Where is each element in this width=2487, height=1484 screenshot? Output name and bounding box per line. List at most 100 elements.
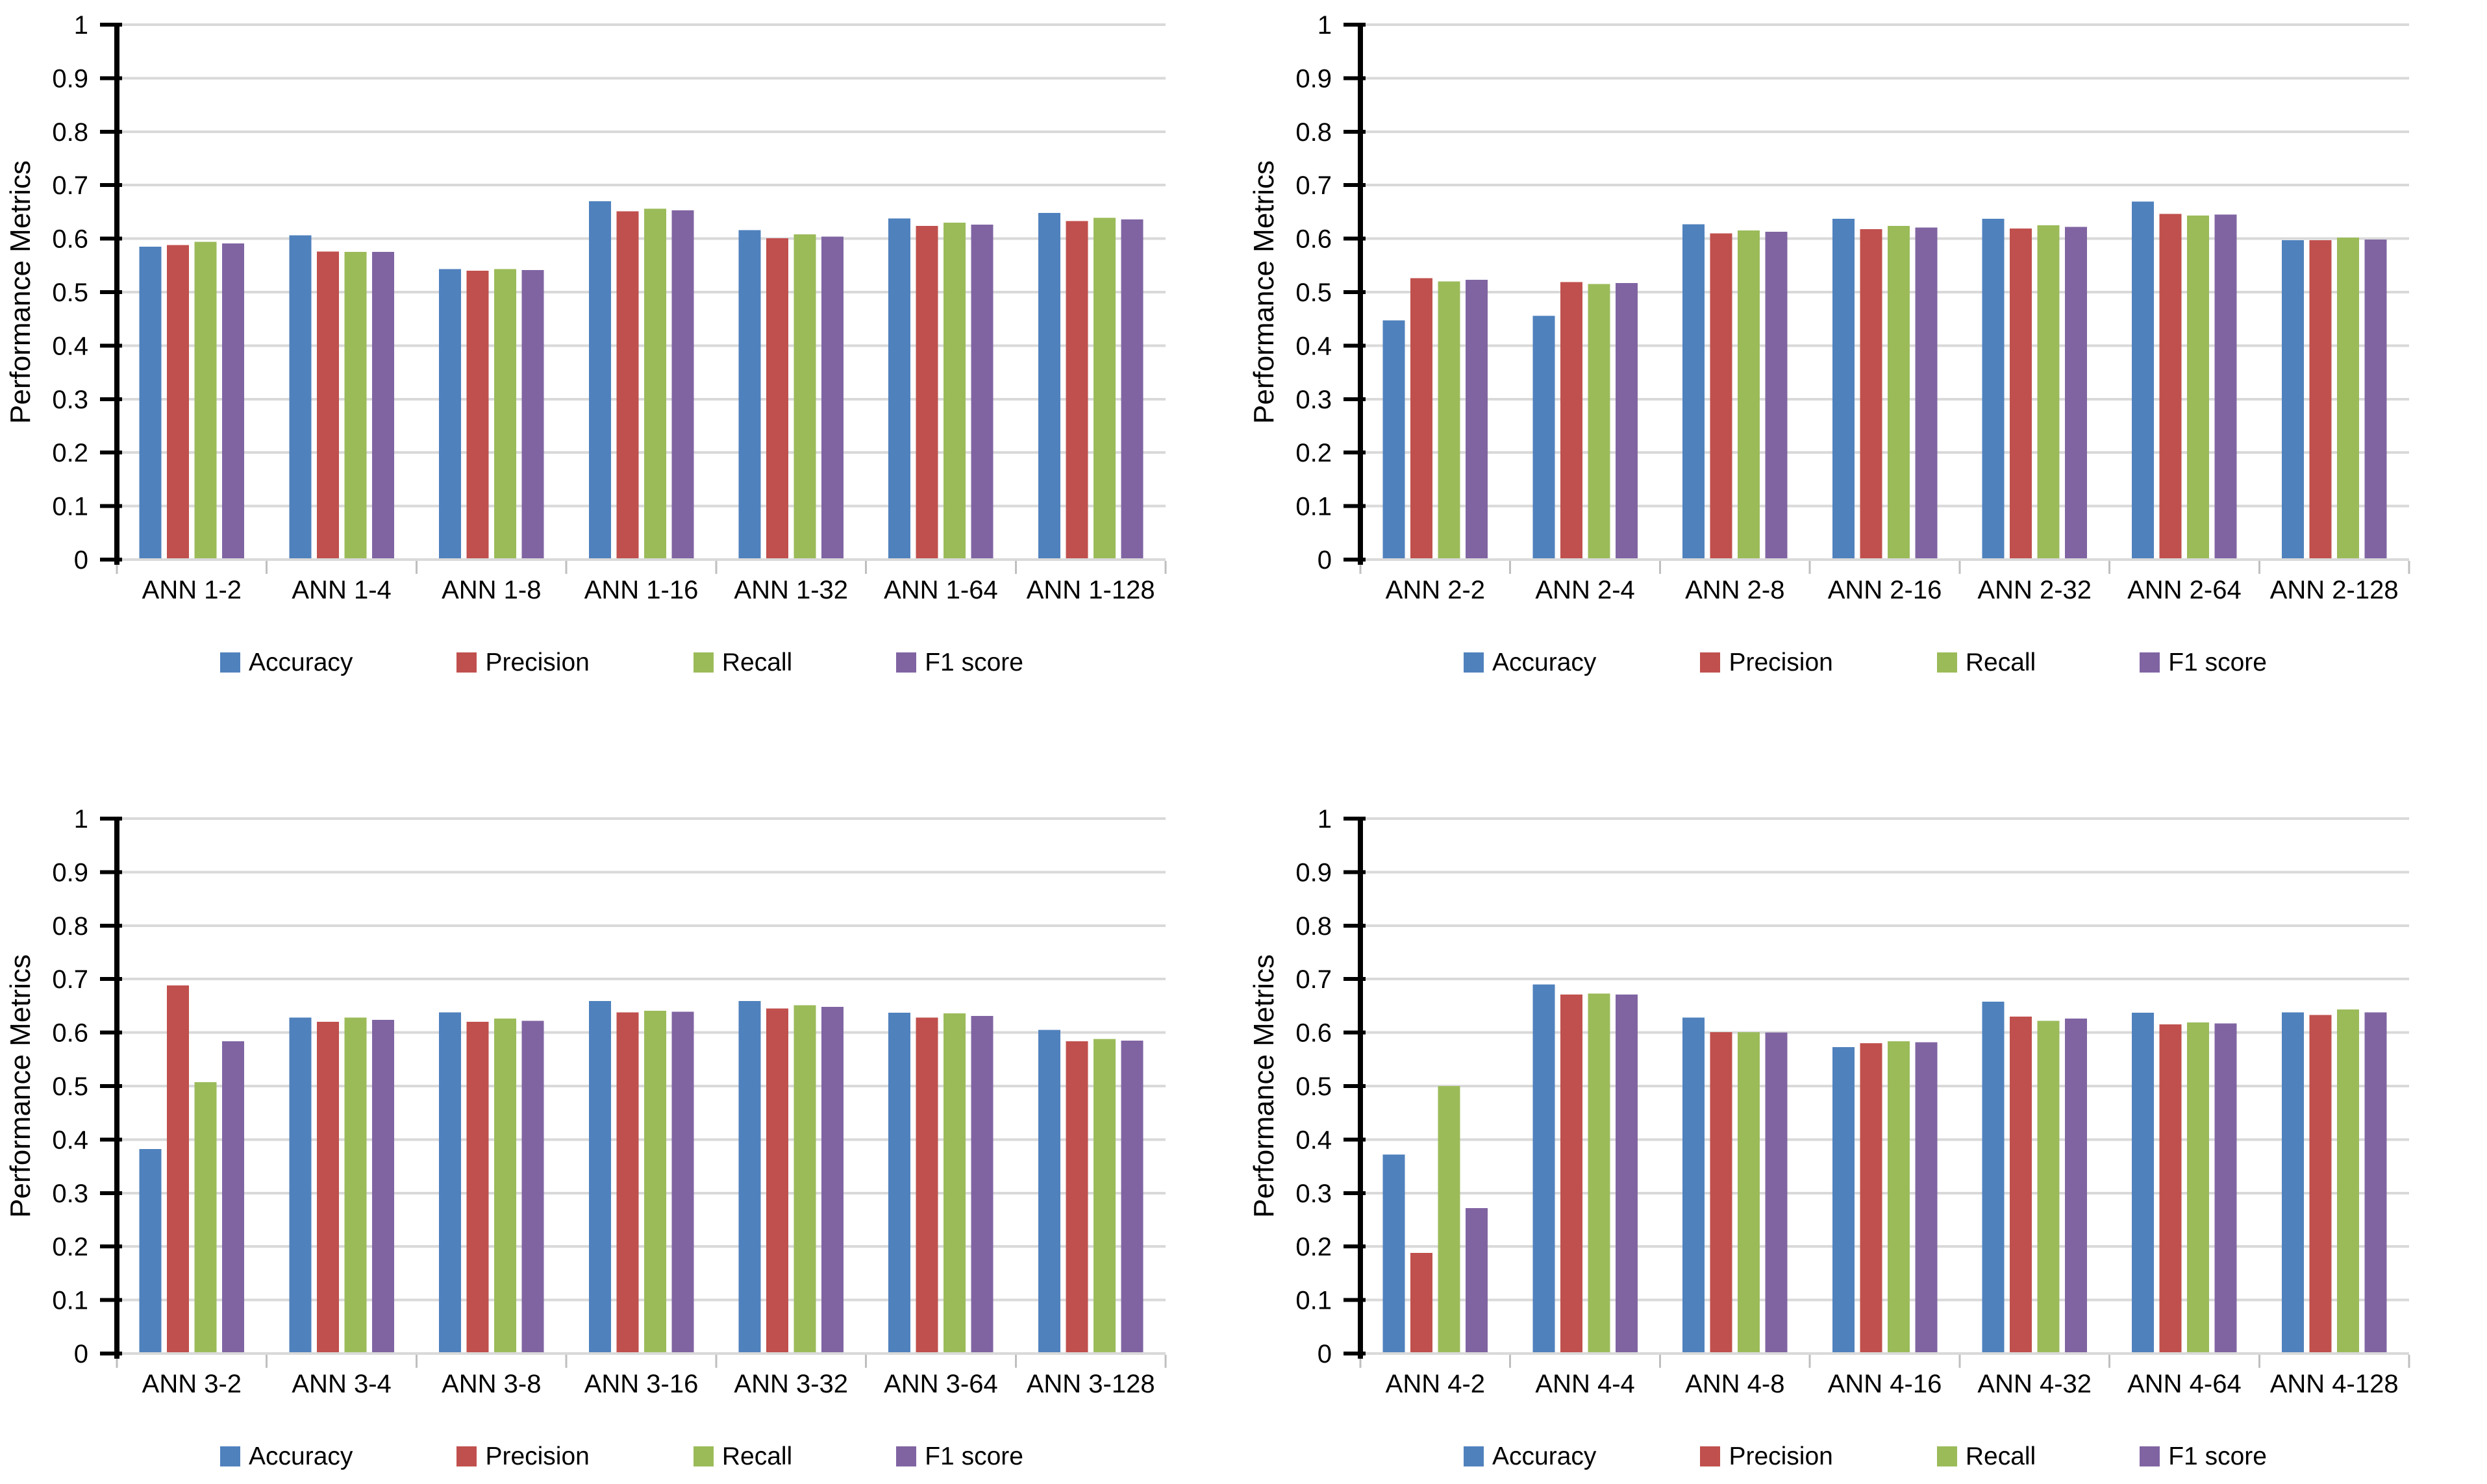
- bar-f1-score: [1466, 1207, 1488, 1354]
- legend-f1-score-label: F1 score: [2168, 1442, 2267, 1470]
- bar-accuracy: [2132, 201, 2155, 560]
- x-category-label: ANN 3-8: [442, 1370, 541, 1398]
- bar-precision: [916, 225, 938, 560]
- x-category-label: ANN 1-2: [142, 576, 242, 604]
- legend-recall-label: Recall: [721, 648, 793, 676]
- bar-accuracy: [888, 218, 911, 560]
- y-axis-title: Performance Metrics: [5, 954, 36, 1218]
- legend-recall-label: Recall: [721, 1442, 793, 1470]
- bar-recall: [794, 1005, 816, 1354]
- legend-precision-label: Precision: [1729, 1442, 1833, 1470]
- chart-panel-ann4: 1 0.9 0.8 0.7 0.6 0.5 0.4 0.3 0.2 0.1 0 ANN 4-2 ANN …: [1244, 742, 2487, 1484]
- y-tick-label: 0.6: [1295, 225, 1332, 254]
- legend-recall-swatch: [1936, 652, 1957, 673]
- y-tick-label: 0.5: [1295, 1072, 1332, 1101]
- x-category-label: ANN 1-64: [884, 576, 998, 604]
- bar-precision: [1560, 995, 1582, 1354]
- x-category-label: ANN 2-64: [2127, 576, 2242, 604]
- legend-item-recall: Recall: [1936, 648, 2036, 676]
- legend-recall-label: Recall: [1965, 648, 2036, 676]
- x-category-label: ANN 3-16: [584, 1370, 699, 1398]
- bar-f1-score: [521, 270, 544, 560]
- bar-f1-score: [1121, 219, 1144, 560]
- bar-f1-score: [1615, 995, 1638, 1354]
- y-tick-label: 0: [74, 546, 88, 575]
- legend-f1-score-label: F1 score: [2168, 648, 2267, 676]
- x-category-label: ANN 4-16: [1828, 1370, 1942, 1398]
- bar-accuracy: [439, 1012, 461, 1354]
- y-tick-label: 0.1: [52, 1287, 88, 1315]
- y-tick-label: 0.2: [52, 439, 88, 467]
- bar-f1-score: [2364, 1012, 2387, 1354]
- bar-accuracy: [1832, 219, 1855, 560]
- y-tick-label: 0: [1318, 1340, 1332, 1368]
- legend-item-precision: Precision: [456, 1444, 590, 1469]
- y-tick-label: 0.6: [1295, 1019, 1332, 1048]
- y-tick-label: 0.9: [1295, 858, 1332, 887]
- bar-accuracy: [139, 247, 162, 560]
- y-tick-label: 0.7: [1295, 965, 1332, 994]
- y-tick-label: 0.6: [52, 1019, 88, 1048]
- bar-precision: [2159, 214, 2182, 560]
- y-axis-title: Performance Metrics: [5, 160, 36, 424]
- legend-item-recall: Recall: [693, 648, 793, 676]
- bar-precision: [616, 211, 639, 560]
- bar-recall: [644, 208, 666, 560]
- bar-recall: [1588, 284, 1610, 560]
- x-category-label: ANN 2-4: [1535, 576, 1634, 604]
- bar-recall: [344, 1017, 367, 1354]
- y-tick-label: 1: [1318, 11, 1332, 40]
- y-tick-label: 1: [74, 11, 88, 40]
- x-category-label: ANN 4-32: [1977, 1370, 2092, 1398]
- legend-f1-score-label: F1 score: [925, 648, 1023, 676]
- bar-chart-ann1: 1 0.9 0.8 0.7 0.6 0.5 0.4 0.3 0.2 0.1 0 ANN 1-2 ANN …: [5, 11, 1167, 604]
- bar-f1-score: [521, 1020, 544, 1354]
- y-tick-label: 0.2: [1295, 439, 1332, 467]
- bar-recall: [1438, 1086, 1460, 1354]
- x-category-label: ANN 1-16: [584, 576, 699, 604]
- legend-recall-swatch: [693, 652, 714, 673]
- y-tick-label: 0.2: [52, 1233, 88, 1261]
- bar-recall: [1738, 1032, 1760, 1354]
- bar-recall: [344, 252, 367, 560]
- legend-recall-label: Recall: [1965, 1442, 2036, 1470]
- bar-precision: [1066, 1041, 1088, 1354]
- bar-recall: [1738, 230, 1760, 560]
- y-tick-label: 0.4: [1295, 332, 1332, 360]
- legend-item-precision: Precision: [1700, 650, 1833, 675]
- x-category-label: ANN 2-16: [1828, 576, 1942, 604]
- bar-f1-score: [2065, 227, 2087, 560]
- x-category-label: ANN 1-128: [1027, 576, 1155, 604]
- bar-recall: [644, 1010, 666, 1354]
- legend-item-precision: Precision: [456, 650, 590, 675]
- legend-accuracy-label: Accuracy: [249, 1442, 353, 1470]
- x-category-label: ANN 1-8: [442, 576, 541, 604]
- legend-accuracy-label: Accuracy: [249, 648, 353, 676]
- legend-f1-score-swatch: [2140, 1446, 2160, 1466]
- x-category-label: ANN 3-2: [142, 1370, 242, 1398]
- bar-accuracy: [2281, 240, 2304, 560]
- bar-accuracy: [1832, 1046, 1855, 1354]
- bar-recall: [1438, 281, 1460, 560]
- bar-precision: [766, 1008, 788, 1354]
- bar-accuracy: [588, 1001, 611, 1354]
- y-tick-label: 0.3: [52, 386, 88, 414]
- chart-panel-ann2: 1 0.9 0.8 0.7 0.6 0.5 0.4 0.3 0.2 0.1 0 ANN 2-2 ANN …: [1244, 0, 2487, 742]
- y-tick-label: 0.3: [1295, 386, 1332, 414]
- legend-accuracy-label: Accuracy: [1492, 1442, 1597, 1470]
- bar-accuracy: [289, 1017, 312, 1354]
- bar-f1-score: [1765, 1032, 1788, 1354]
- bar-chart-ann4: 1 0.9 0.8 0.7 0.6 0.5 0.4 0.3 0.2 0.1 0 ANN 4-2 ANN …: [1248, 805, 2410, 1398]
- bar-precision: [766, 238, 788, 560]
- bar-f1-score: [971, 1016, 994, 1354]
- x-category-label: ANN 4-64: [2127, 1370, 2242, 1398]
- bar-precision: [1560, 282, 1582, 560]
- y-tick-label: 0.9: [1295, 64, 1332, 93]
- bar-precision: [2309, 1015, 2332, 1354]
- bar-precision: [1410, 278, 1433, 560]
- bar-precision: [1710, 233, 1732, 560]
- bar-recall: [1887, 1041, 1910, 1354]
- bar-f1-score: [2364, 240, 2387, 560]
- legend-item-f1-score: F1 score: [896, 1444, 1023, 1469]
- legend-item-accuracy: Accuracy: [1464, 1444, 1596, 1469]
